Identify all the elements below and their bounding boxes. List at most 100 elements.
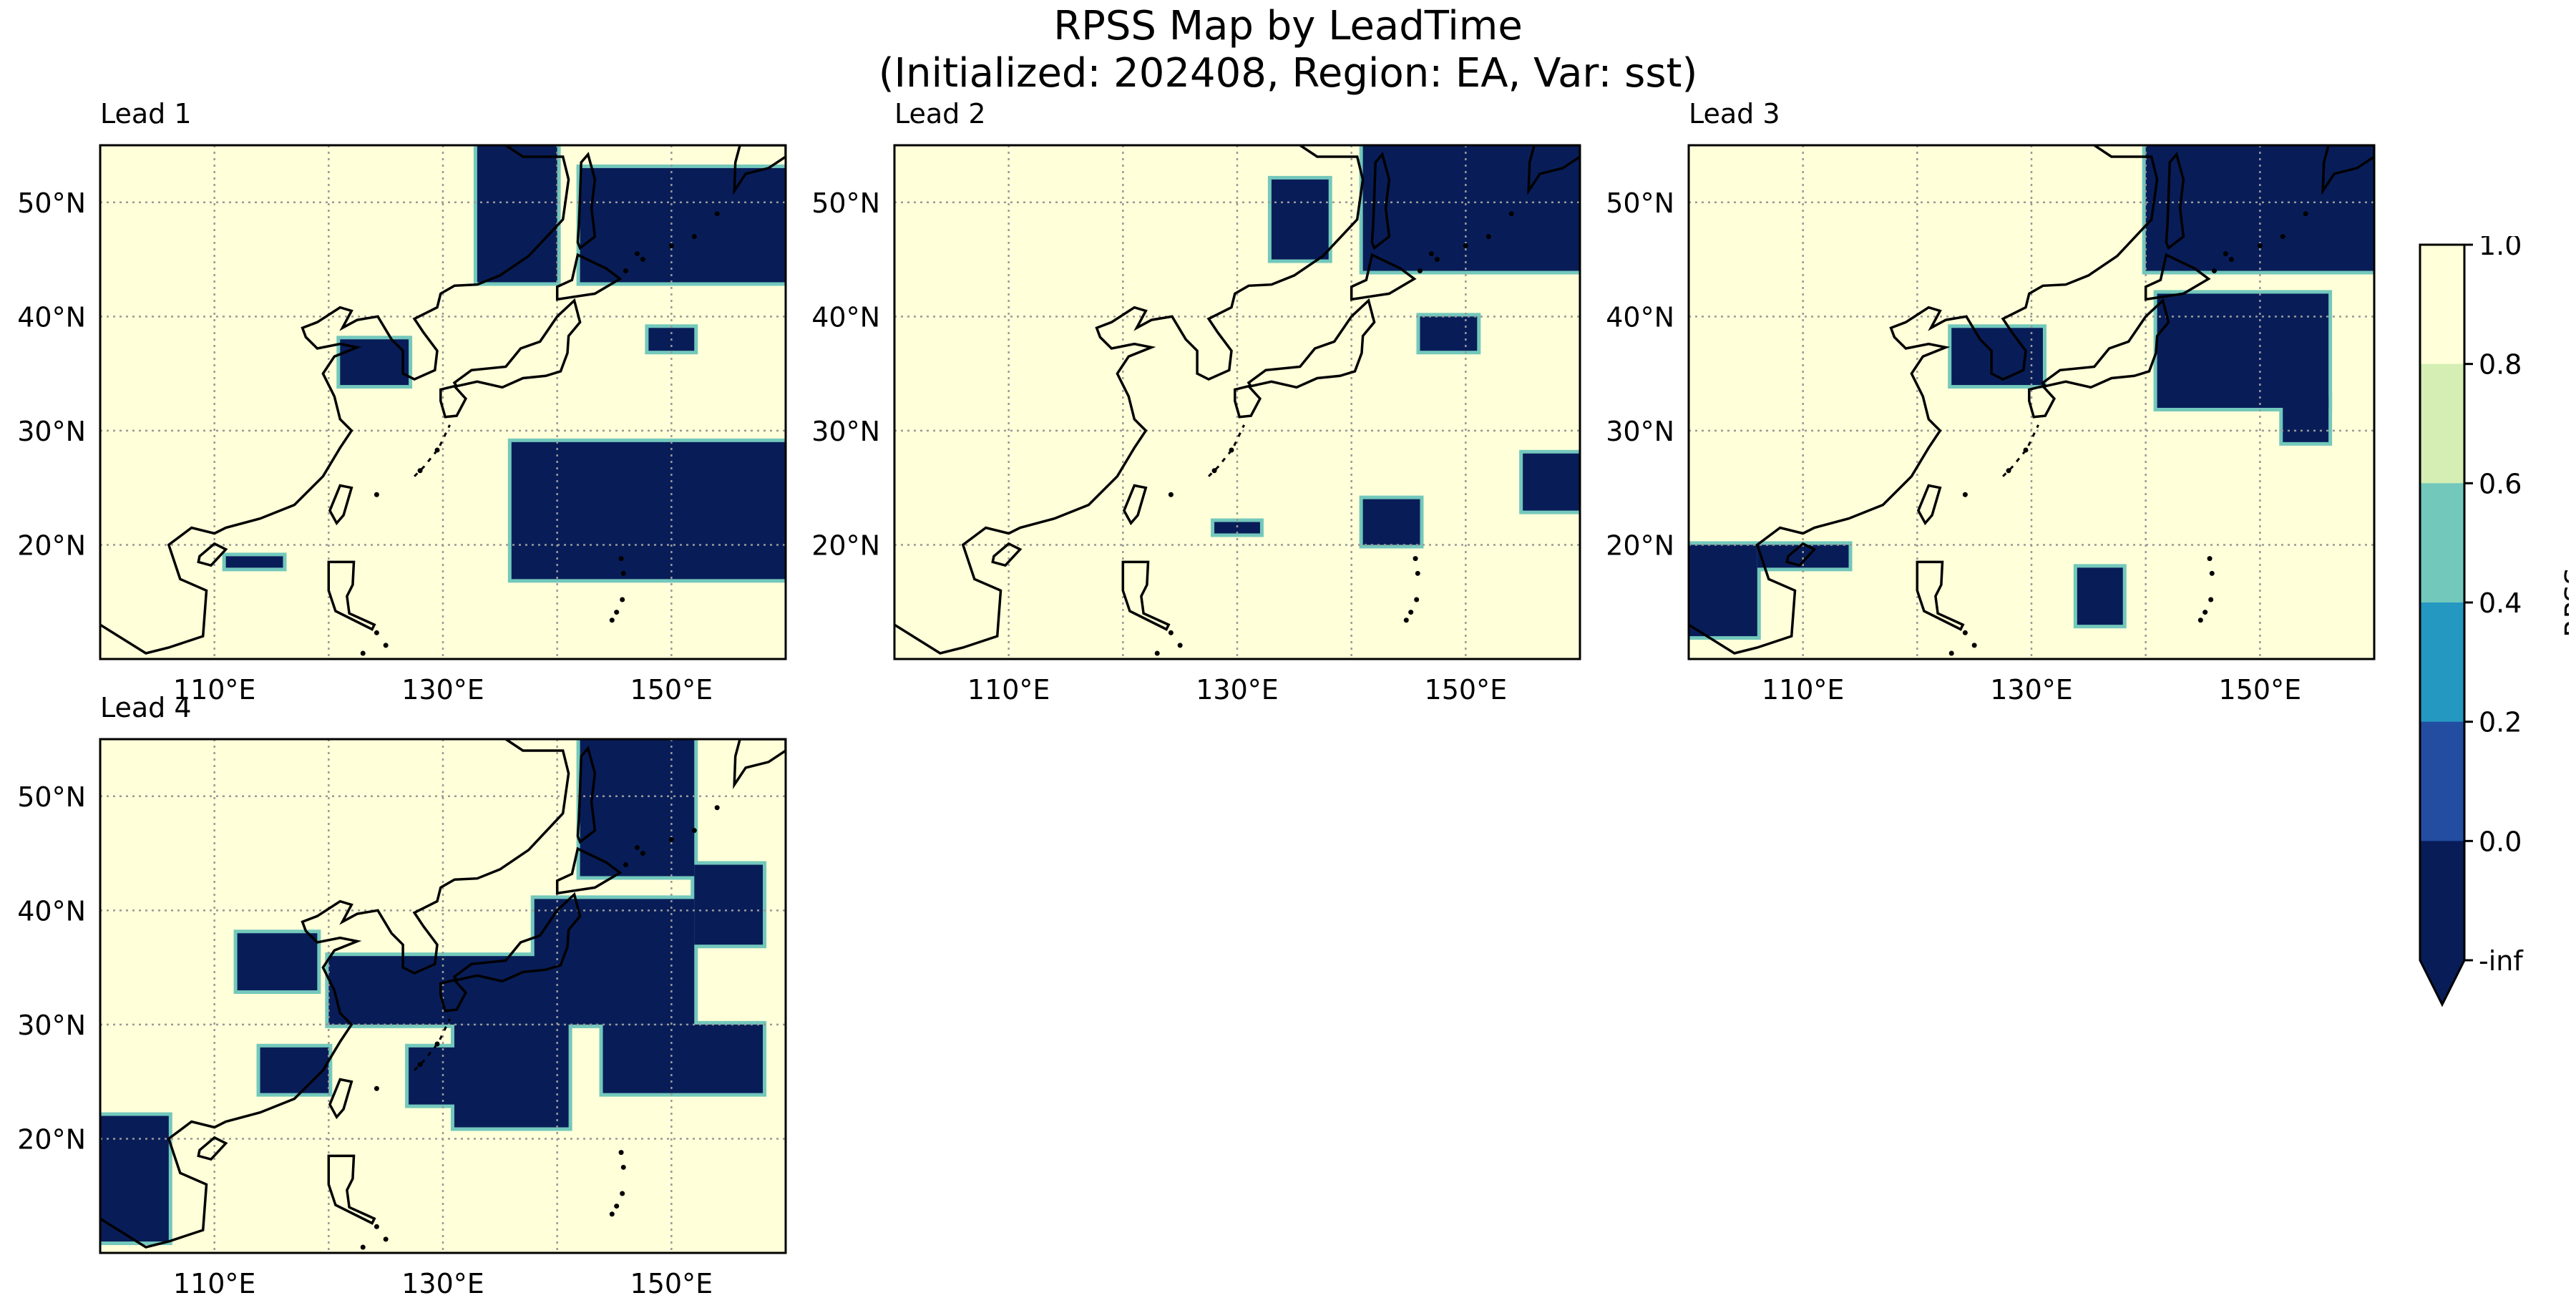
y-tick-label: 40°N (811, 301, 880, 333)
coastline (733, 739, 786, 789)
coastline (197, 542, 228, 567)
colorbar-tick-label: 0.2 (2479, 707, 2522, 738)
x-tick-label: 110°E (967, 674, 1050, 706)
island (2209, 570, 2215, 576)
colorbar: 1.0 0.8 0.6 0.4 0.2 0.0 -inf RPSS (2419, 236, 2569, 1007)
island (609, 618, 615, 623)
island (623, 268, 628, 274)
coastline (100, 739, 570, 1249)
island (417, 1062, 423, 1068)
island (1211, 468, 1217, 474)
colorbar-extend-arrow (2420, 960, 2464, 1005)
island (1168, 630, 1174, 635)
colorbar-tick-label: 0.4 (2479, 587, 2522, 619)
coastline (327, 1154, 376, 1225)
island (2257, 243, 2263, 248)
coastline (439, 384, 468, 419)
rpss-block (2145, 145, 2374, 271)
map-plot: 110°E 130°E 150°E 20°N 30°N 40°N 50°N (1606, 144, 2376, 706)
rpss-block (237, 933, 318, 991)
island (374, 1085, 379, 1091)
island (668, 243, 674, 248)
coastline (2041, 298, 2170, 389)
colorbar-tick-label: 1.0 (2479, 236, 2522, 261)
island (714, 211, 720, 217)
colorbar-segment (2420, 245, 2464, 365)
island (691, 234, 697, 240)
map-panel: Lead 4 110°E 130°E 150°E 20°N 30°N 40°N 50°N (17, 692, 787, 1299)
panel-title: Lead 2 (894, 98, 986, 130)
x-tick-label: 130°E (1990, 674, 2073, 706)
island (2207, 556, 2212, 562)
rpss-block (602, 1024, 763, 1093)
island (634, 251, 640, 257)
rpss-block (1689, 545, 1757, 637)
panel-title: Lead 1 (100, 98, 192, 130)
y-tick-label: 30°N (17, 416, 86, 447)
x-tick-label: 130°E (401, 1268, 484, 1299)
island (434, 1041, 440, 1047)
y-tick-label: 30°N (1606, 416, 1674, 447)
y-tick-label: 20°N (811, 530, 880, 561)
island (2023, 447, 2029, 453)
coastline (1916, 484, 1942, 526)
y-tick-label: 20°N (17, 1123, 86, 1155)
island (640, 851, 645, 857)
rpss-block (1214, 522, 1260, 534)
island (2208, 597, 2214, 602)
panel-title: Lead 4 (100, 692, 192, 723)
coastline (1350, 253, 1417, 301)
island (1434, 257, 1440, 263)
island (1485, 234, 1491, 240)
island (2228, 257, 2234, 263)
island (2303, 211, 2308, 217)
y-tick-label: 40°N (17, 301, 86, 333)
island (1414, 597, 1420, 602)
coastline (2144, 253, 2211, 301)
island (614, 1204, 620, 1209)
rpss-block (2157, 293, 2329, 408)
colorbar-tick-label: -inf (2479, 945, 2524, 977)
island (1962, 630, 1968, 635)
y-tick-label: 50°N (17, 781, 86, 813)
island (714, 805, 720, 811)
island (620, 570, 626, 576)
island (2197, 618, 2203, 623)
rpss-block (1271, 179, 1329, 260)
colorbar-segment (2420, 483, 2464, 603)
coastline (197, 1136, 228, 1161)
y-tick-label: 30°N (17, 1010, 86, 1041)
coastline (2321, 145, 2374, 195)
island (668, 836, 674, 842)
rpss-block (580, 167, 786, 283)
island (374, 492, 379, 497)
y-tick-label: 20°N (17, 530, 86, 561)
island (1413, 556, 1418, 562)
coastline (1121, 560, 1171, 631)
colorbar-segment (2420, 363, 2464, 484)
x-tick-label: 150°E (630, 1268, 713, 1299)
coastline (1370, 152, 1391, 250)
rpss-block (2077, 567, 2123, 625)
panel-title: Lead 3 (1689, 98, 1780, 130)
coastline (452, 892, 582, 983)
rpss-block (534, 899, 695, 1025)
coastline (1122, 484, 1148, 526)
colorbar-outline (2419, 243, 2466, 1007)
island (1948, 650, 1954, 656)
rpss-block (225, 556, 283, 568)
island (417, 468, 423, 474)
colorbar-segment (2420, 841, 2464, 961)
rpss-block (100, 1116, 169, 1242)
map-panel: Lead 2 110°E 130°E 150°E 20°N 30°N 40°N 50°N (811, 98, 1581, 706)
island (620, 1164, 626, 1170)
rpss-block (580, 739, 695, 877)
map-frame (99, 738, 787, 1254)
y-tick-label: 30°N (811, 416, 880, 447)
map-panel: Lead 3 110°E 130°E 150°E 20°N 30°N 40°N 50°N (1606, 98, 2376, 706)
island (360, 1244, 366, 1250)
island (434, 447, 440, 453)
island (640, 257, 645, 263)
coastline (2165, 152, 2185, 250)
x-tick-label: 150°E (630, 674, 713, 706)
